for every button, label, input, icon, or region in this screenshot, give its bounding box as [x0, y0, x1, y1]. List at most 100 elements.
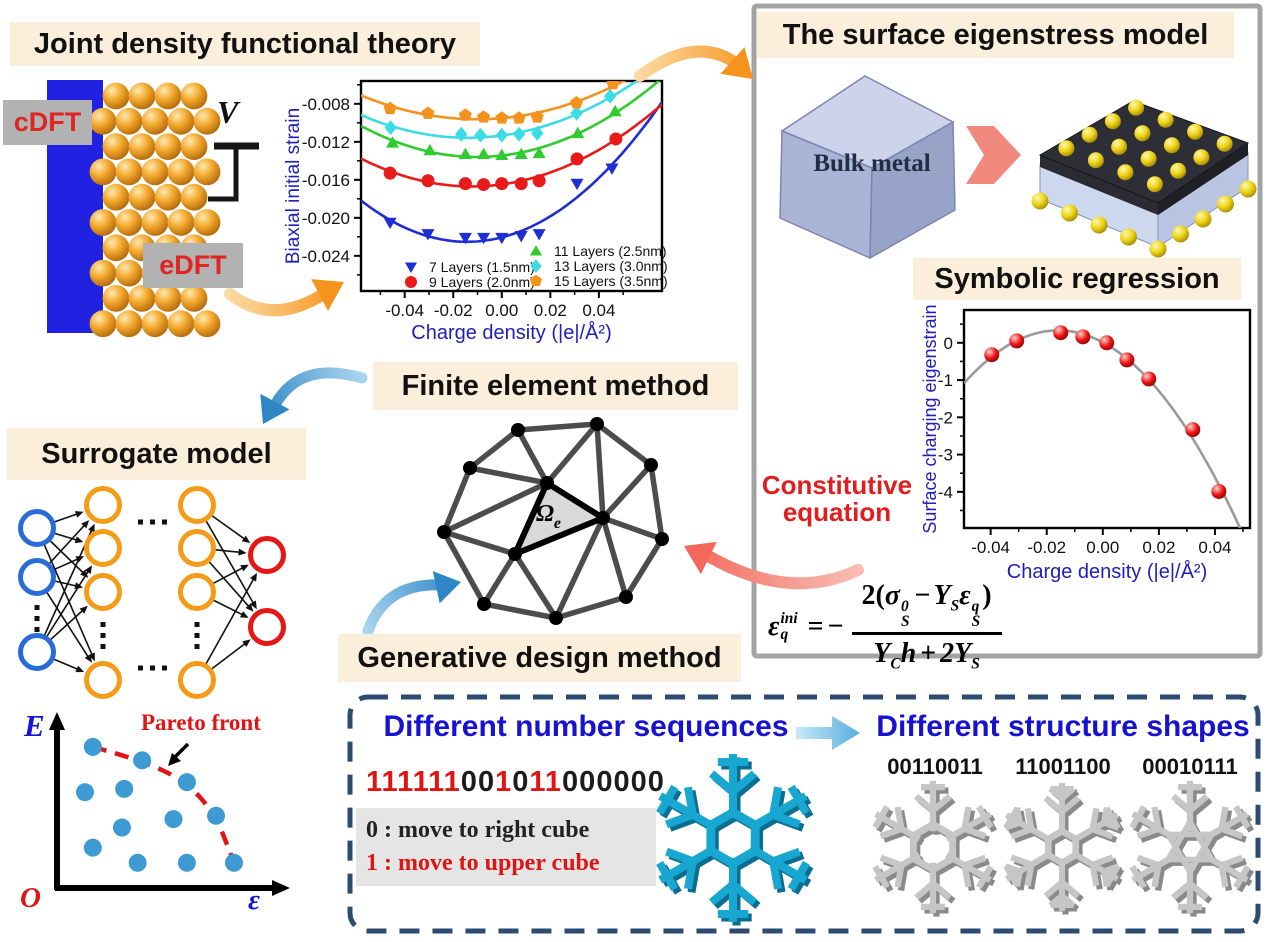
- sequence-digit: 0: [596, 766, 614, 798]
- svg-text:7 Layers (1.5nm): 7 Layers (1.5nm): [429, 259, 535, 275]
- chart-legend: 7 Layers (1.5nm)9 Layers (2.0nm) 11 Layer…: [405, 243, 668, 290]
- svg-text:-0.008: -0.008: [302, 95, 350, 114]
- x-axis-title: Charge density (|e|/Å²): [411, 321, 611, 344]
- formula-sigma-sup: 0: [900, 597, 909, 615]
- formula-numerator: 2(σ 0 S − YSε q S): [851, 580, 1002, 635]
- fem-mesh-illustration: Ωe: [437, 417, 669, 625]
- pareto-y-axis-label: E: [24, 708, 45, 743]
- arrow-gdm-to-mesh-head: [432, 571, 461, 604]
- constitutive-equation-label: Constitutive equation: [757, 472, 917, 526]
- sequence-digit: 0: [579, 766, 597, 798]
- formula-lhs-base: ε: [768, 610, 780, 642]
- formula-ys: Y: [933, 580, 951, 611]
- gold-atom-stack: [89, 82, 221, 338]
- formula-sigma: σ: [884, 580, 900, 611]
- formula-eps-sup: q: [971, 597, 980, 615]
- sequence-digit: 0: [460, 766, 478, 798]
- generative-design-dashed-box: [347, 694, 1261, 934]
- biaxial-strain-chart: -0.04 -0.02 0.00 0.02 0.04 -0.008 -0.012 -0.016…: [283, 79, 668, 344]
- annotation-arrow-icon: [168, 753, 181, 766]
- arrow-edft-to-chart: [224, 287, 331, 317]
- title-finite-element-method: Finite element method: [373, 362, 738, 410]
- pareto-point: [177, 853, 196, 872]
- svg-text:-0.02: -0.02: [434, 301, 473, 320]
- pareto-origin-label: O: [20, 882, 41, 914]
- nn-input-layer: [18, 509, 56, 671]
- shape-label-3: 00010111: [1142, 754, 1238, 779]
- arrow-gdm-to-mesh: [362, 579, 446, 637]
- arrow-chart-to-eigenstress: [634, 45, 743, 82]
- series-markers: [384, 88, 617, 143]
- sequence-digit: 1: [495, 766, 513, 798]
- formula-den-plus: +: [920, 637, 937, 669]
- svg-text:0.04: 0.04: [1198, 538, 1231, 557]
- nn-output-layer: [248, 536, 286, 646]
- sequence-digit: 1: [412, 766, 429, 798]
- different-number-sequences-heading: Different number sequences: [383, 710, 789, 743]
- sequence-digit: 0: [647, 766, 665, 798]
- arrow-fem-to-surrogate-head: [260, 393, 290, 424]
- svg-text:9 Layers (2.0nm): 9 Layers (2.0nm): [429, 274, 535, 290]
- title-symbolic-regression: Symbolic regression: [913, 258, 1241, 300]
- sequence-digit: 1: [443, 766, 461, 798]
- pareto-point: [133, 751, 152, 770]
- svg-text:-3: -3: [938, 446, 953, 465]
- pareto-point: [128, 853, 147, 872]
- series-markers: [383, 132, 623, 192]
- voltage-wire: [208, 142, 259, 202]
- formula-eps: ε: [959, 580, 971, 611]
- pareto-point: [207, 806, 226, 825]
- sequence-digit: 0: [562, 766, 580, 798]
- cdft-label: cDFT: [3, 100, 92, 145]
- y-axis-title: Biaxial initial strain: [283, 108, 304, 264]
- svg-text:15 Layers (3.5nm): 15 Layers (3.5nm): [554, 273, 668, 289]
- formula-num-minus: −: [914, 580, 931, 611]
- gray-lattice-structure-2: [1003, 782, 1125, 915]
- pareto-point: [224, 853, 243, 872]
- edft-label: eDFT: [143, 243, 243, 288]
- constitutive-line1: Constitutive: [761, 470, 913, 500]
- sequence-digit: 1: [529, 766, 545, 798]
- x-axis-title: Charge density (|e|/Å²): [1007, 560, 1207, 583]
- title-surface-eigenstress-model: The surface eigenstress model: [757, 12, 1234, 58]
- nn-hidden-layer-1: [84, 486, 122, 699]
- svg-text:0.02: 0.02: [534, 301, 567, 320]
- pareto-point: [164, 810, 183, 829]
- neural-network-illustration: [18, 486, 286, 699]
- svg-text:0.02: 0.02: [1142, 538, 1175, 557]
- shape-label-2: 11001100: [1015, 754, 1111, 779]
- pareto-x-axis-label: ε: [248, 884, 260, 916]
- arrow-constitutive-to-mesh: [704, 551, 864, 590]
- svg-text:0: 0: [944, 334, 953, 353]
- sequence-digit: 1: [428, 766, 444, 798]
- nn-hidden-layer-2: [178, 486, 216, 699]
- gray-lattice-structure-1: [872, 780, 998, 917]
- pareto-point: [112, 818, 131, 837]
- sequence-digit: 1: [366, 766, 382, 798]
- bulk-metal-label: Bulk metal: [813, 150, 931, 177]
- svg-text:13 Layers (3.0nm): 13 Layers (3.0nm): [554, 258, 668, 274]
- svg-text:0.04: 0.04: [582, 301, 615, 320]
- formula-yc: Y: [873, 637, 891, 669]
- formula-yc-sub: C: [890, 655, 901, 673]
- different-structure-shapes-heading: Different structure shapes: [876, 710, 1250, 743]
- formula-minus: −: [827, 610, 844, 642]
- surface-charging-chart: -0.04 -0.02 0.00 0.02 0.04 0 -1 -2 -3 -4 Charge de…: [920, 304, 1252, 583]
- svg-text:-0.04: -0.04: [385, 301, 424, 320]
- encoding-rules-box: 0 : move to right cube 1 : move to upper…: [356, 808, 656, 886]
- formula-num-close: ): [982, 580, 992, 611]
- pareto-plot: [49, 712, 290, 896]
- pareto-point: [83, 737, 102, 756]
- nn-connections: [43, 511, 257, 673]
- formula-denominator: YCh +2YS: [873, 635, 980, 674]
- axis-ticks: -0.04 -0.02 0.00 0.02 0.04 0 -1 -2 -3 -4: [938, 323, 1244, 557]
- jdft-illustration: [47, 80, 259, 338]
- svg-text:-0.020: -0.020: [302, 209, 350, 228]
- pareto-point: [115, 779, 134, 798]
- svg-text:-0.024: -0.024: [302, 247, 350, 266]
- svg-text:-1: -1: [938, 371, 953, 390]
- charged-plate: [1031, 99, 1257, 258]
- pareto-point: [76, 783, 94, 802]
- arrow-fem-to-surrogate: [269, 367, 368, 411]
